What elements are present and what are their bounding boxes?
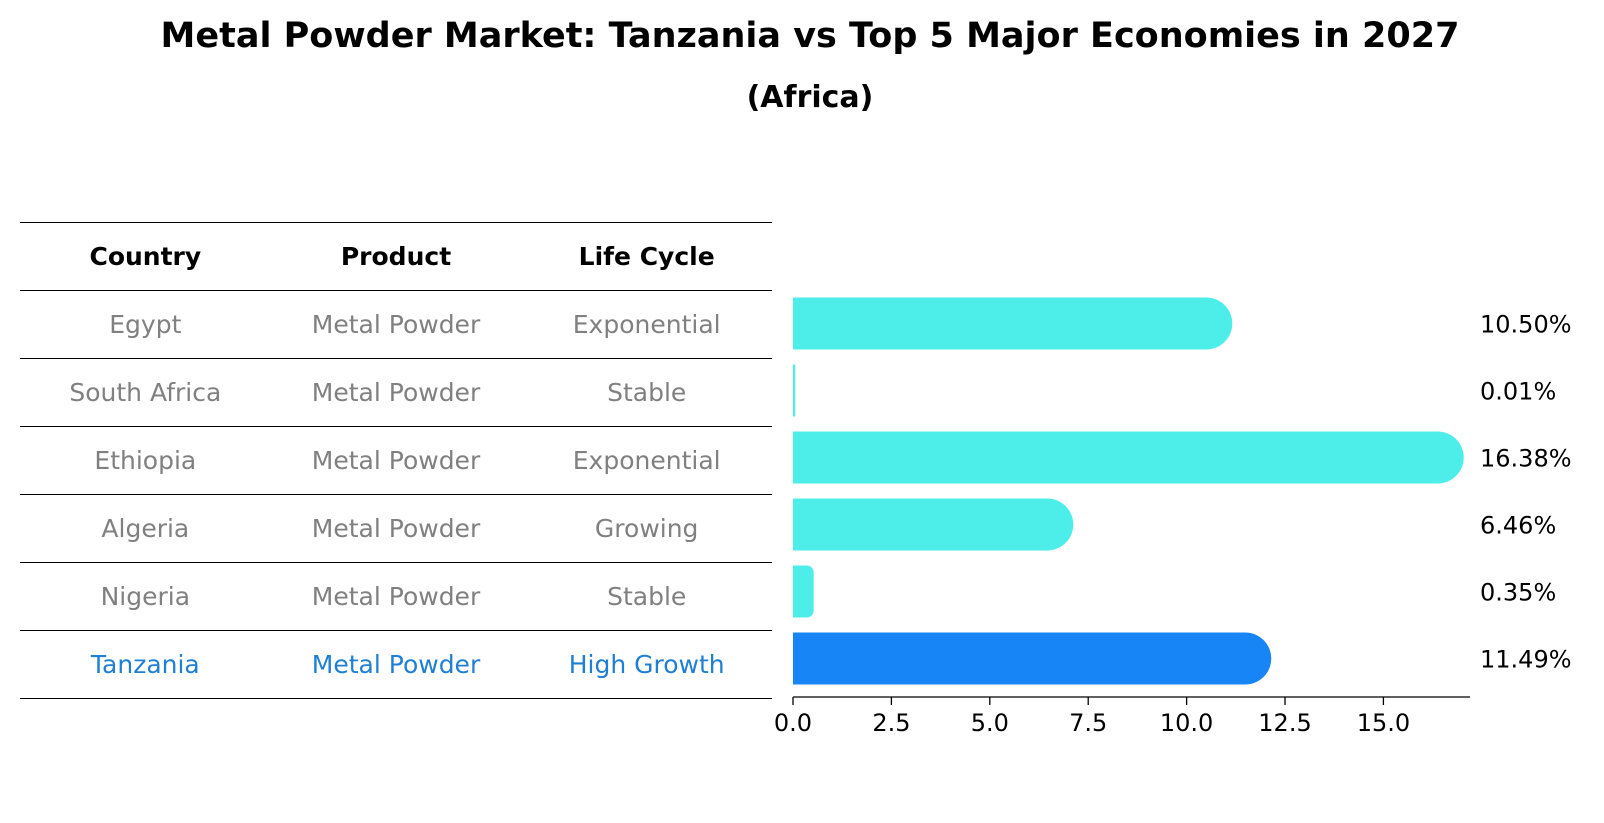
- cell-product: Metal Powder: [311, 378, 481, 407]
- cell-product: Metal Powder: [311, 446, 481, 475]
- cell-life-cycle: Stable: [607, 582, 687, 611]
- cell-country: South Africa: [69, 378, 222, 407]
- x-tick-label: 5.0: [971, 709, 1009, 737]
- data-table: Country Product Life Cycle Egypt Metal P…: [20, 222, 772, 699]
- table-row: Nigeria Metal Powder Stable: [20, 563, 772, 631]
- bar-value-label: 6.46%: [1480, 512, 1556, 540]
- header-country: Country: [89, 242, 202, 271]
- header-life-cycle: Life Cycle: [578, 242, 715, 271]
- chart-subtitle: (Africa): [746, 80, 874, 115]
- x-tick-label: 2.5: [872, 709, 910, 737]
- cell-product: Metal Powder: [311, 310, 481, 339]
- cell-life-cycle: Exponential: [572, 446, 721, 475]
- cell-country: Ethiopia: [94, 446, 197, 475]
- cell-country: Tanzania: [90, 650, 200, 679]
- bar-tanzania: [793, 632, 1272, 685]
- x-tick-label: 10.0: [1160, 709, 1213, 737]
- cell-life-cycle: Exponential: [572, 310, 721, 339]
- cell-life-cycle: High Growth: [568, 650, 725, 679]
- table-row: Egypt Metal Powder Exponential: [20, 291, 772, 359]
- cell-life-cycle: Stable: [607, 378, 687, 407]
- cell-country: Algeria: [101, 514, 190, 543]
- table-row: Ethiopia Metal Powder Exponential: [20, 427, 772, 495]
- bar-left-edge: [793, 364, 794, 417]
- x-tick-label: 15.0: [1357, 709, 1410, 737]
- cell-country: Egypt: [109, 310, 182, 339]
- bar-left-edge: [793, 632, 819, 685]
- bar-left-edge: [793, 431, 819, 484]
- bar-left-edge: [793, 565, 800, 618]
- bar-value-label: 0.35%: [1480, 579, 1556, 607]
- bar-ethiopia: [793, 431, 1464, 484]
- table-row: South Africa Metal Powder Stable: [20, 359, 772, 427]
- header-product: Product: [340, 242, 452, 271]
- bar-value-label: 11.49%: [1480, 646, 1572, 674]
- chart-title: Metal Powder Market: Tanzania vs Top 5 M…: [160, 16, 1460, 56]
- bar-left-edge: [793, 498, 819, 551]
- bar-egypt: [793, 297, 1233, 350]
- x-tick-label: 0.0: [774, 709, 812, 737]
- cell-product: Metal Powder: [311, 650, 481, 679]
- table-row-highlighted: Tanzania Metal Powder High Growth: [20, 631, 772, 699]
- cell-product: Metal Powder: [311, 582, 481, 611]
- cell-product: Metal Powder: [311, 514, 481, 543]
- bar-value-label: 0.01%: [1480, 378, 1556, 406]
- cell-country: Nigeria: [100, 582, 191, 611]
- x-tick-label: 12.5: [1258, 709, 1311, 737]
- cell-life-cycle: Growing: [594, 514, 699, 543]
- table-row: Algeria Metal Powder Growing: [20, 495, 772, 563]
- table-header-row: Country Product Life Cycle: [20, 222, 772, 291]
- bar-value-label: 10.50%: [1480, 311, 1572, 339]
- bar-algeria: [793, 498, 1074, 551]
- bar-value-label: 16.38%: [1480, 445, 1572, 473]
- bar-left-edge: [793, 297, 819, 350]
- x-tick-label: 7.5: [1069, 709, 1107, 737]
